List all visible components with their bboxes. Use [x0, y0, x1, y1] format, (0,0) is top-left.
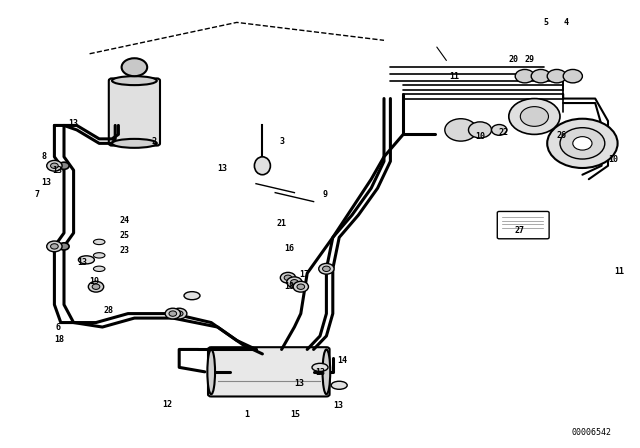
Circle shape [445, 119, 477, 141]
Ellipse shape [93, 253, 105, 258]
Text: 10: 10 [475, 132, 485, 141]
Circle shape [531, 69, 550, 83]
Text: 23: 23 [120, 246, 130, 255]
Ellipse shape [112, 139, 157, 148]
Text: 11: 11 [449, 72, 460, 81]
Circle shape [88, 281, 104, 292]
Circle shape [47, 160, 62, 171]
Circle shape [509, 99, 560, 134]
FancyBboxPatch shape [109, 78, 160, 146]
Text: 1: 1 [244, 410, 249, 419]
Text: 20: 20 [508, 55, 518, 64]
Circle shape [49, 162, 60, 169]
Circle shape [547, 69, 566, 83]
Circle shape [175, 311, 183, 316]
Circle shape [515, 69, 534, 83]
Text: 26: 26 [557, 131, 567, 140]
Circle shape [468, 122, 492, 138]
Circle shape [284, 275, 292, 280]
Text: 17: 17 [300, 270, 310, 279]
Text: 18: 18 [284, 282, 294, 291]
Text: 29: 29 [525, 55, 535, 64]
Text: 2: 2 [151, 137, 156, 146]
Circle shape [563, 69, 582, 83]
Text: 28: 28 [104, 306, 114, 314]
Ellipse shape [332, 381, 348, 389]
Circle shape [172, 308, 187, 319]
Text: 25: 25 [120, 231, 130, 240]
Text: 13: 13 [333, 401, 343, 410]
Circle shape [165, 308, 180, 319]
Circle shape [59, 162, 69, 169]
Ellipse shape [254, 157, 270, 175]
Text: 7: 7 [35, 190, 40, 199]
Text: 13: 13 [52, 166, 63, 175]
Text: 19: 19 [90, 277, 100, 286]
Text: 14: 14 [337, 356, 348, 365]
Circle shape [547, 119, 618, 168]
FancyBboxPatch shape [208, 347, 330, 396]
Text: 6: 6 [55, 323, 60, 332]
Circle shape [92, 284, 100, 289]
Ellipse shape [79, 256, 95, 264]
Ellipse shape [184, 292, 200, 300]
Text: 00006542: 00006542 [571, 428, 611, 437]
Ellipse shape [312, 363, 328, 371]
Text: 5: 5 [543, 18, 548, 27]
Circle shape [520, 107, 548, 126]
Text: 16: 16 [284, 244, 294, 253]
Text: 11: 11 [614, 267, 625, 276]
Text: 9: 9 [323, 190, 328, 199]
Ellipse shape [323, 349, 330, 394]
Text: 3: 3 [279, 137, 284, 146]
Text: 13: 13 [294, 379, 305, 388]
Circle shape [560, 128, 605, 159]
Text: 4: 4 [564, 18, 569, 27]
Text: 13: 13 [218, 164, 228, 172]
Circle shape [280, 272, 296, 283]
Text: 22: 22 [499, 128, 509, 137]
Ellipse shape [122, 58, 147, 76]
Circle shape [47, 241, 62, 252]
Circle shape [573, 137, 592, 150]
Text: 18: 18 [54, 335, 64, 344]
Ellipse shape [112, 76, 157, 85]
Circle shape [59, 243, 69, 250]
Text: 13: 13 [41, 178, 51, 187]
Circle shape [51, 163, 58, 168]
Text: 21: 21 [276, 219, 287, 228]
Text: 12: 12 [163, 400, 173, 409]
Text: 10: 10 [608, 155, 618, 164]
Ellipse shape [207, 349, 215, 394]
Circle shape [51, 244, 58, 249]
Text: 24: 24 [120, 216, 130, 225]
Circle shape [297, 284, 305, 289]
Circle shape [492, 125, 507, 135]
Circle shape [287, 277, 302, 288]
Text: 27: 27 [515, 226, 525, 235]
Text: 8: 8 [41, 152, 46, 161]
Text: 13: 13 [315, 368, 325, 377]
Circle shape [293, 281, 308, 292]
Text: 15: 15 [291, 410, 301, 419]
Text: 13: 13 [68, 119, 79, 128]
Circle shape [49, 243, 60, 250]
Ellipse shape [93, 266, 105, 271]
Circle shape [323, 266, 330, 271]
Circle shape [291, 280, 298, 285]
Text: 13: 13 [77, 258, 87, 267]
Circle shape [169, 311, 177, 316]
Ellipse shape [93, 239, 105, 245]
Circle shape [319, 263, 334, 274]
FancyBboxPatch shape [497, 211, 549, 239]
